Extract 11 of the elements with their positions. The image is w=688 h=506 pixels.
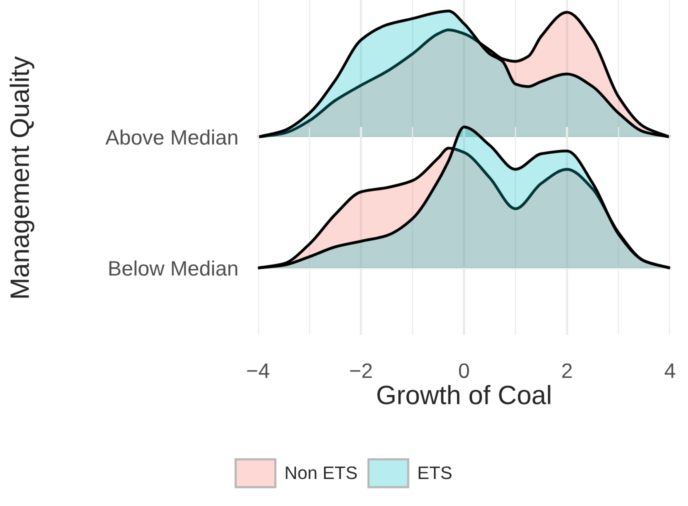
x-tick-label: 4 [664,364,676,378]
x-tick-label: 2 [562,363,572,378]
x-axis-title: Growth of Coal [377,384,550,404]
x-tick-label: 0 [459,363,469,378]
legend-label: ETS [418,466,452,480]
legend-label: Non ETS [286,466,357,480]
x-tick-label: −4 [247,364,270,378]
x-tick-label: −2 [350,363,372,378]
y-axis-title: Above Median [105,129,238,145]
y-axis-title: Below Median [109,260,238,276]
text: Management Quality [10,56,34,298]
